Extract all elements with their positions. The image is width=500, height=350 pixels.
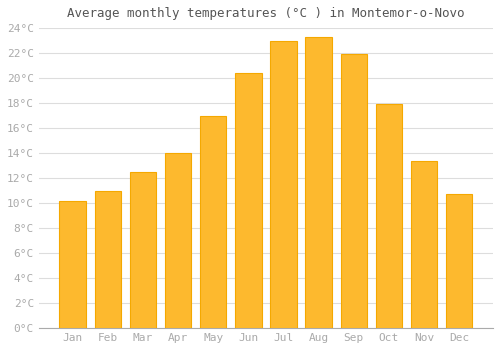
Bar: [411, 161, 438, 328]
Bar: [94, 191, 121, 328]
Bar: [60, 201, 86, 328]
Bar: [446, 194, 472, 328]
Bar: [130, 172, 156, 328]
Bar: [270, 41, 296, 328]
Bar: [235, 73, 262, 328]
Bar: [165, 153, 191, 328]
Bar: [340, 54, 367, 328]
Bar: [376, 104, 402, 328]
Title: Average monthly temperatures (°C ) in Montemor-o-Novo: Average monthly temperatures (°C ) in Mo…: [67, 7, 464, 20]
Bar: [200, 116, 226, 328]
Bar: [306, 37, 332, 328]
